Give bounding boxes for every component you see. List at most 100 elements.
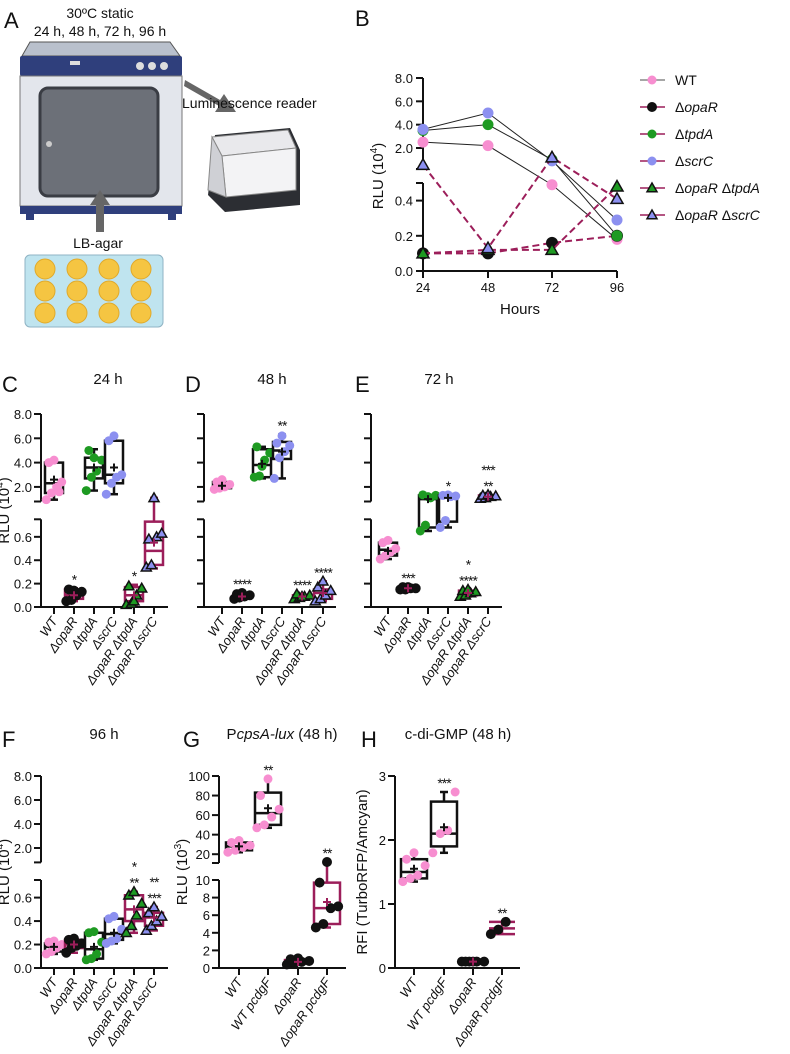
panel-title: c-di-GMP (48 h) — [405, 726, 511, 743]
y-tick-label: 3 — [379, 769, 386, 784]
y-tick-label: 1 — [379, 897, 386, 912]
data-point-triangle — [155, 909, 169, 921]
y-tick-label: 60 — [196, 808, 210, 823]
panel-title: 96 h — [89, 726, 118, 743]
y-tick-label: 0.6 — [14, 891, 32, 906]
agar-well — [34, 302, 56, 324]
legend-item: ΔopaR ΔtpdA — [640, 180, 760, 196]
group--scrc: ΔscrC — [87, 431, 127, 653]
data-point — [398, 877, 408, 887]
data-point — [109, 911, 119, 921]
data-point — [391, 544, 401, 554]
data-point — [117, 470, 127, 480]
data-point-triangle — [415, 157, 431, 171]
series-wt — [417, 136, 623, 245]
y-tick-label: 0.6 — [14, 530, 32, 545]
mean-marker — [404, 584, 412, 593]
x-tick-label: WT — [222, 974, 246, 1000]
group--opar-pcdgf: ΔopaR pcdgF** — [450, 905, 515, 1050]
data-point — [277, 431, 287, 441]
data-point-triangle — [119, 926, 133, 938]
y-tick-label: 8.0 — [14, 407, 32, 422]
series--opar — [417, 229, 623, 260]
data-point — [106, 478, 116, 488]
panel-title: 72 h — [424, 371, 453, 388]
mean-marker — [90, 463, 98, 472]
data-point — [109, 431, 119, 441]
agar-well — [34, 258, 56, 280]
significance-mark: ** — [150, 874, 160, 890]
data-point — [413, 870, 423, 880]
y-tick-label: 2.0 — [14, 841, 32, 856]
data-point — [269, 473, 279, 483]
mean-marker — [150, 913, 158, 922]
data-point-triangle — [316, 574, 330, 586]
data-point-triangle — [130, 908, 143, 920]
data-point — [49, 936, 59, 946]
mean-marker — [298, 592, 306, 601]
legend-item: ΔscrC — [640, 153, 714, 169]
panel-letter-b: B — [355, 6, 370, 31]
panel-title: PcpsA-lux (48 h) — [227, 726, 338, 743]
y-axis-label: RFI (TurboRFP/Amcyan) — [354, 789, 371, 954]
mean-marker — [278, 447, 286, 456]
data-point — [46, 488, 56, 498]
agar-well — [130, 302, 152, 324]
data-point — [420, 520, 430, 530]
mean-marker — [319, 588, 327, 597]
data-point — [318, 919, 329, 929]
data-point — [54, 487, 64, 497]
data-point — [304, 955, 315, 966]
y-tick-label: 4.0 — [14, 456, 32, 471]
series-line — [422, 112, 618, 221]
data-point-triangle — [324, 584, 338, 596]
mean-marker — [484, 492, 492, 501]
y-tick-label: 20 — [196, 847, 210, 862]
data-point-triangle — [544, 242, 560, 256]
panel-b-line-chart: B RLU (104) Hours 0.0 0.2 0.4 2.0 4.0 6.0 8.0 2… — [355, 6, 761, 318]
mean-marker — [258, 459, 266, 468]
mean-marker — [110, 463, 118, 472]
data-point — [417, 136, 429, 148]
panel-g-box-plot: G PcpsA-lux (48 h) RLU (103) 0 2 4 6 8 10 20 40 60 8… — [173, 726, 346, 1050]
condition-label: 30ºC static — [66, 5, 133, 21]
mean-marker — [150, 538, 158, 547]
data-point-triangle — [609, 179, 625, 192]
agar-plate-icon — [24, 254, 164, 328]
mean-marker — [218, 481, 226, 490]
panel-letter-g: G — [183, 727, 200, 752]
mean-marker — [110, 928, 118, 937]
group--opar: ΔopaR* — [45, 571, 87, 656]
data-point — [500, 916, 511, 927]
y-tick-label: 8 — [203, 891, 210, 906]
significance-mark: ** — [278, 418, 288, 434]
data-point — [611, 230, 623, 242]
agar-well — [66, 302, 88, 324]
data-point-triangle — [415, 245, 431, 259]
data-point — [647, 156, 657, 166]
y-tick-label: 4.0 — [395, 118, 413, 133]
group-wt: WT — [222, 836, 255, 1000]
mean-marker — [70, 591, 78, 600]
legend-item: WT — [640, 72, 697, 88]
data-point-triangle — [125, 919, 138, 931]
data-point — [254, 471, 264, 481]
data-point — [245, 840, 255, 850]
agar-well — [34, 280, 56, 302]
data-point — [41, 495, 51, 505]
y-tick-label: 8.0 — [14, 769, 32, 784]
data-point — [84, 445, 94, 455]
data-point-triangle — [303, 588, 317, 600]
y-tick-label: 6.0 — [395, 94, 413, 109]
data-point — [57, 477, 67, 487]
y-tick-label: 0.2 — [14, 938, 32, 953]
data-point-triangle — [645, 181, 659, 193]
data-point-triangle — [155, 526, 169, 538]
series-line — [422, 141, 618, 240]
y-tick-label: 0.0 — [14, 961, 32, 976]
mean-marker — [384, 546, 392, 555]
